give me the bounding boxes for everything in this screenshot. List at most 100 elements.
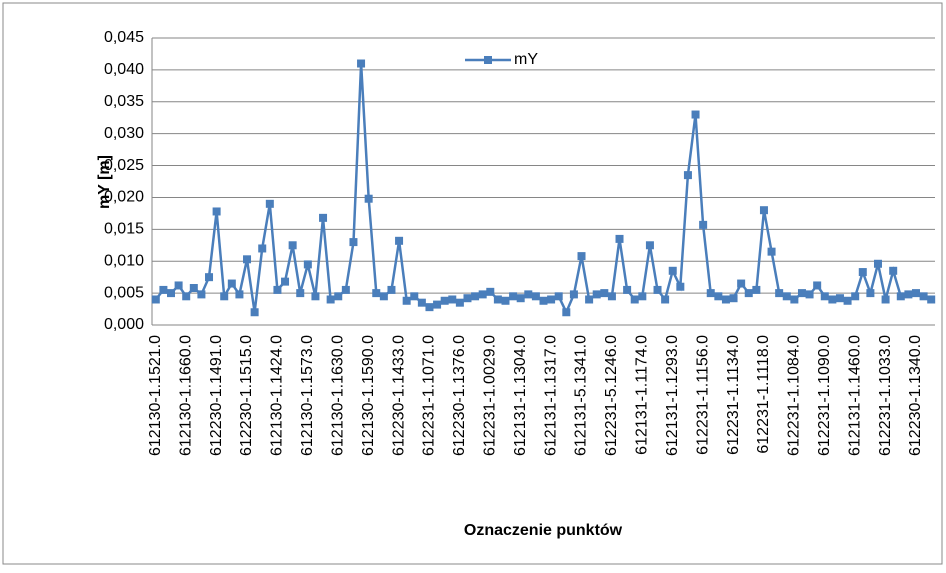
data-point (243, 255, 252, 264)
y-tick-label: 0,000 (104, 316, 144, 333)
x-tick-label: 612231-1.0029.0 (482, 335, 499, 456)
data-point (547, 295, 556, 304)
data-point (319, 213, 328, 222)
x-tick-label: 612130-1.1573.0 (299, 335, 316, 456)
x-tick-label: 612230-1.1515.0 (238, 335, 255, 456)
data-point (417, 298, 426, 307)
data-point (531, 292, 540, 301)
x-tick-label: 612230-1.1340.0 (907, 335, 924, 456)
data-point (159, 285, 168, 294)
x-tick-label: 612231-1.1156.0 (694, 335, 711, 455)
data-point (379, 292, 388, 301)
data-point (273, 285, 282, 294)
x-tick-label: 612231-5.1246.0 (603, 335, 620, 456)
data-point (174, 281, 183, 290)
data-point (326, 295, 335, 304)
data-point (197, 290, 206, 299)
data-point (645, 241, 654, 250)
data-point (904, 290, 913, 299)
data-point (630, 295, 639, 304)
data-point (820, 292, 829, 301)
y-tick-label: 0,020 (104, 189, 144, 206)
data-point (744, 289, 753, 298)
data-point (516, 294, 525, 303)
x-tick-label: 612131-1.1304.0 (512, 335, 529, 456)
x-tick-label: 612131-1.1174.0 (634, 335, 651, 455)
data-point (395, 236, 404, 245)
data-point (911, 289, 920, 298)
data-point (638, 292, 647, 301)
data-point (927, 295, 936, 304)
data-point (182, 292, 191, 301)
data-point (813, 281, 822, 290)
data-point (554, 292, 563, 301)
x-tick-label: 612231-1.1084.0 (786, 335, 803, 456)
y-tick-label: 0,035 (104, 93, 144, 110)
x-tick-label: 612231-1.1118.0 (755, 335, 772, 454)
data-point (357, 59, 366, 68)
data-point (296, 289, 305, 298)
data-point (889, 266, 898, 275)
data-point (623, 285, 632, 294)
data-point (721, 295, 730, 304)
y-tick-label: 0,040 (104, 61, 144, 78)
data-point (349, 238, 358, 247)
x-tick-label: 612130-1.1424.0 (269, 335, 286, 456)
data-point (729, 294, 738, 303)
data-point (706, 289, 715, 298)
data-point (691, 110, 700, 119)
data-point (425, 303, 434, 312)
data-point (402, 296, 411, 305)
data-point (752, 285, 761, 294)
y-tick-label: 0,045 (104, 29, 144, 46)
data-point (866, 289, 875, 298)
data-point (167, 289, 176, 298)
data-point (683, 171, 692, 180)
legend-label: mY (514, 51, 538, 68)
data-point (212, 207, 221, 216)
data-point (448, 295, 457, 304)
data-point (189, 284, 198, 293)
x-tick-label: 612130-1.1660.0 (177, 335, 194, 456)
y-tick-label: 0,005 (104, 284, 144, 301)
data-point (227, 279, 236, 288)
data-point (220, 292, 229, 301)
data-point (790, 295, 799, 304)
x-tick-label: 612230-1.1491.0 (208, 335, 225, 456)
data-point (661, 295, 670, 304)
x-tick-label: 612130-1.1521.0 (147, 335, 164, 456)
x-tick-label: 612131-1.1293.0 (664, 335, 681, 456)
y-tick-label: 0,015 (104, 221, 144, 238)
x-tick-label: 612230-1.1433.0 (390, 335, 407, 456)
x-tick-label: 612131-1.1460.0 (846, 335, 863, 456)
y-tick-label: 0,030 (104, 125, 144, 142)
data-point (676, 282, 685, 291)
data-point (843, 296, 852, 305)
data-point (288, 241, 297, 250)
data-point (463, 294, 472, 303)
y-axis-title: mY [m] (96, 155, 113, 209)
data-point (797, 289, 806, 298)
x-tick-label: 612231-1.1134.0 (725, 335, 742, 455)
data-point (410, 292, 419, 301)
data-point (896, 292, 905, 301)
data-point (250, 308, 259, 317)
data-point (509, 292, 518, 301)
data-point (775, 289, 784, 298)
data-point (281, 277, 290, 286)
data-point (562, 308, 571, 317)
y-tick-label: 0,010 (104, 252, 144, 269)
data-point (387, 285, 396, 294)
data-point (592, 290, 601, 299)
data-point (364, 194, 373, 203)
data-point (607, 292, 616, 301)
data-point (341, 285, 350, 294)
data-point (303, 260, 312, 269)
x-tick-label: 612231-1.1033.0 (877, 335, 894, 456)
chart-frame (2, 2, 943, 565)
data-point (615, 234, 624, 243)
data-point (258, 244, 267, 253)
data-point (433, 300, 442, 309)
data-point (501, 296, 510, 305)
